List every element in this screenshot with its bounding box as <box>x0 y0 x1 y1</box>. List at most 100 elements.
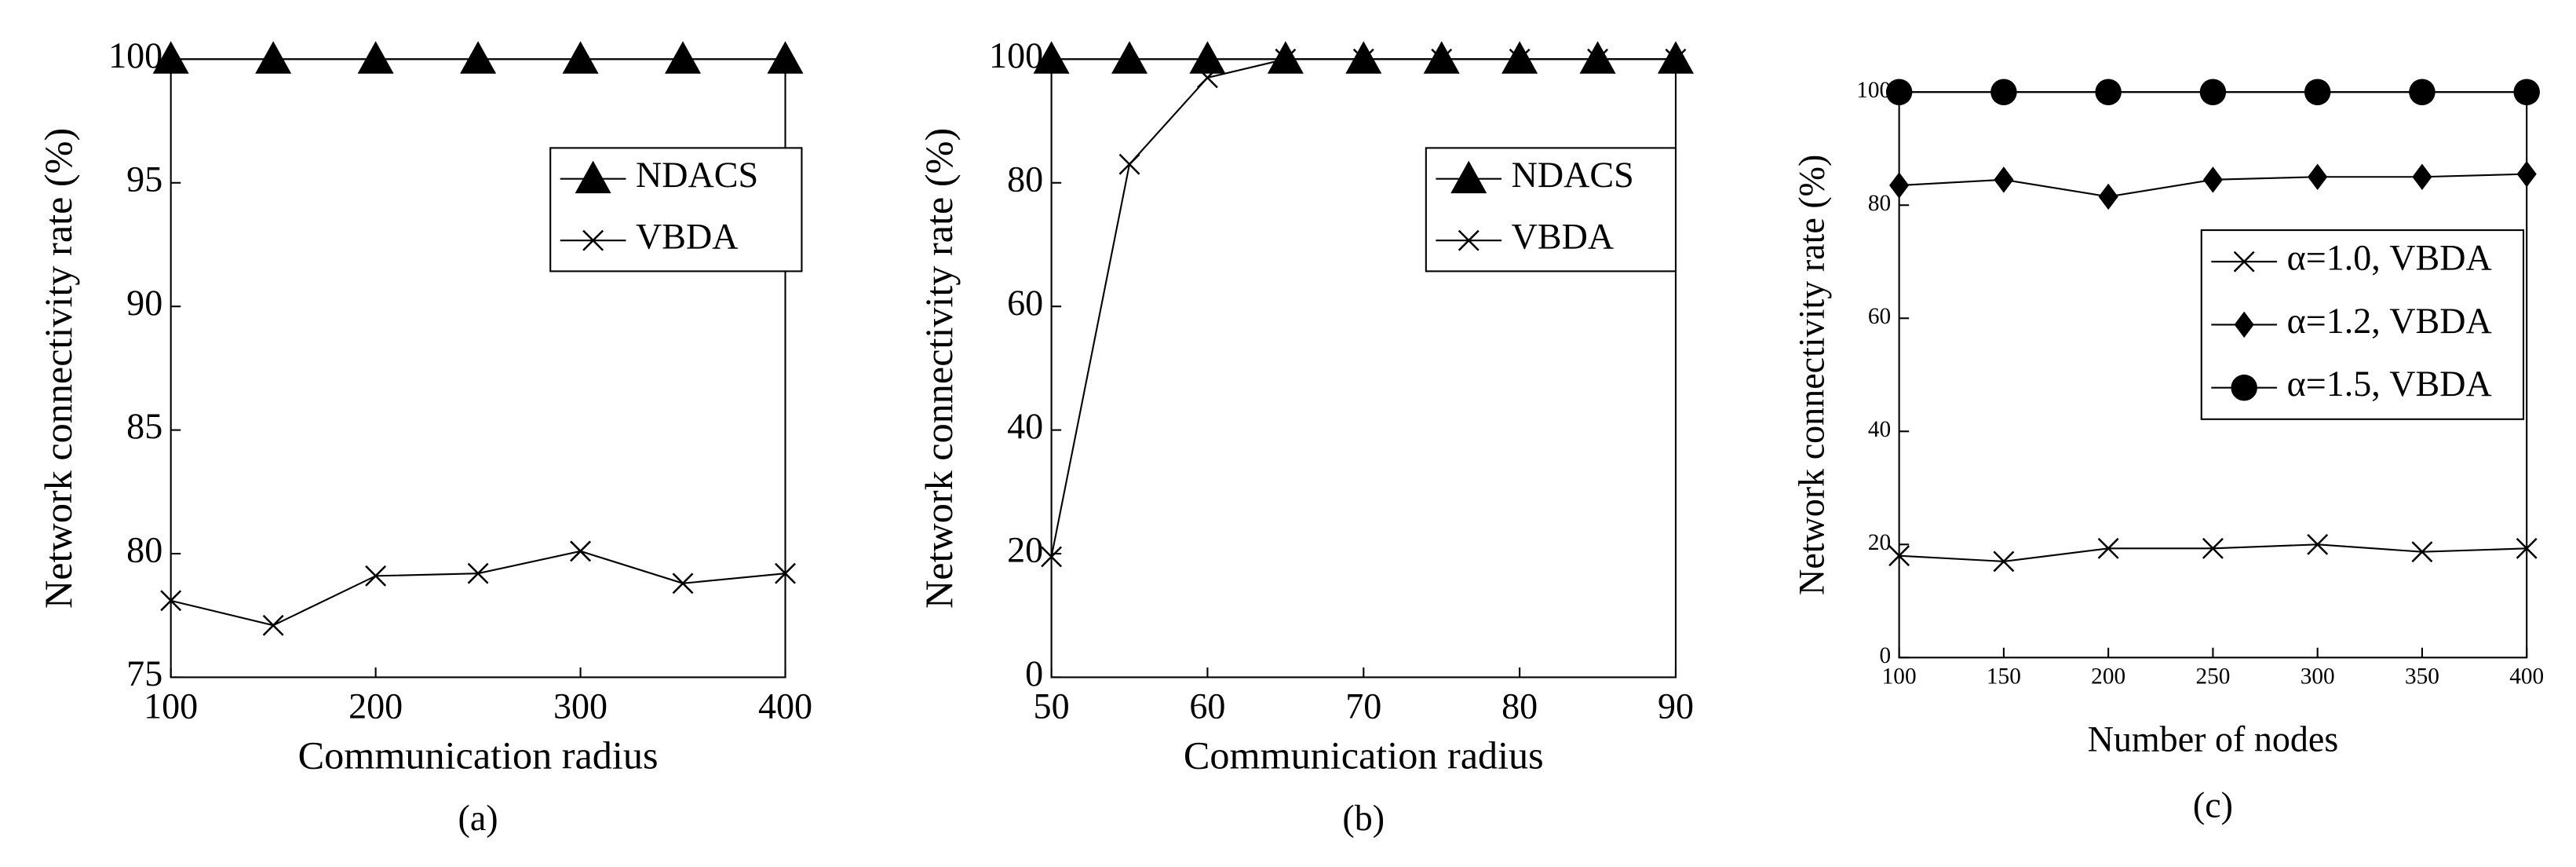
data-point <box>1501 41 1538 74</box>
data-point <box>255 41 292 74</box>
legend-marker <box>1458 229 1480 251</box>
x-tick-label: 200 <box>2091 664 2125 689</box>
y-tick-label: 90 <box>126 283 162 323</box>
data-point <box>562 41 599 74</box>
data-point <box>2202 166 2223 193</box>
legend-label: α=1.5, VBDA <box>2287 364 2492 404</box>
data-point <box>2097 537 2119 559</box>
y-tick-label: 60 <box>1868 304 1891 329</box>
y-tick-label: 40 <box>1868 417 1891 442</box>
x-tick-label: 300 <box>553 686 608 726</box>
data-point <box>365 565 387 587</box>
data-point <box>1275 48 1297 70</box>
data-point <box>665 41 702 74</box>
x-tick-label: 80 <box>1501 686 1538 726</box>
data-point <box>1189 41 1226 74</box>
legend-marker <box>1450 160 1487 194</box>
legend-label: VBDA <box>1512 217 1614 257</box>
data-point <box>1993 551 2015 573</box>
data-point <box>1267 41 1304 74</box>
x-tick-label: 70 <box>1345 686 1381 726</box>
data-point <box>2199 79 2227 105</box>
data-point <box>1888 545 1910 567</box>
y-tick-label: 40 <box>1007 406 1043 446</box>
legend-marker <box>2234 311 2254 338</box>
data-point <box>357 41 394 74</box>
data-point <box>1579 41 1616 74</box>
data-point <box>160 590 182 612</box>
legend-marker <box>2233 251 2255 273</box>
data-point <box>2308 163 2328 190</box>
legend-marker <box>2231 374 2257 401</box>
data-point <box>2516 537 2538 559</box>
y-tick-label: 100 <box>108 35 162 75</box>
data-point <box>467 562 489 584</box>
x-tick-label: 90 <box>1658 686 1694 726</box>
data-point <box>2411 541 2433 563</box>
x-tick-label: 400 <box>2509 664 2544 689</box>
series-line <box>1050 58 1676 558</box>
x-tick-label: 100 <box>1882 664 1917 689</box>
data-point <box>460 41 497 74</box>
legend-label: VBDA <box>636 217 738 257</box>
data-point <box>1431 48 1453 70</box>
data-point <box>1196 67 1218 89</box>
data-point <box>1509 48 1531 70</box>
data-point <box>2304 79 2331 105</box>
x-tick-label: 150 <box>1987 664 2021 689</box>
y-tick-label: 80 <box>126 530 162 570</box>
data-point <box>1994 166 2014 193</box>
y-axis-label: Network connectivity rate (%) <box>917 128 961 609</box>
chart-panel: 100 200 300 400 75 80 85 90 95 100 Communication r… <box>36 35 812 838</box>
y-tick-label: 85 <box>126 406 162 446</box>
x-axis-label: Number of nodes <box>2088 719 2339 759</box>
legend-label: α=1.2, VBDA <box>2287 301 2492 341</box>
data-point <box>1885 79 1913 105</box>
data-point <box>1423 41 1460 74</box>
y-tick-label: 80 <box>1868 191 1891 216</box>
data-point <box>1889 172 1910 199</box>
caption: (b) <box>1342 798 1385 838</box>
data-point <box>767 41 804 74</box>
data-point <box>2412 163 2432 190</box>
x-tick-label: 100 <box>144 686 198 726</box>
data-point <box>2409 79 2436 105</box>
y-axis-label: Network connectivity rate (%) <box>1791 155 1831 595</box>
x-tick-label: 300 <box>2301 664 2335 689</box>
x-tick-label: 350 <box>2405 664 2439 689</box>
x-tick-label: 250 <box>2195 664 2230 689</box>
y-axis-label: Network connectivity rate (%) <box>36 128 80 609</box>
data-point <box>1041 546 1063 568</box>
data-point <box>1352 48 1374 70</box>
data-point <box>2307 533 2329 555</box>
data-point <box>1665 48 1687 70</box>
data-point <box>152 41 189 74</box>
data-point <box>1033 41 1070 74</box>
legend-marker <box>575 160 611 194</box>
series-line <box>1899 543 2527 562</box>
y-tick-label: 75 <box>126 653 162 693</box>
chart-panel: 100 150 200 250 300 350 400 0 20 40 60 80 100 Number … <box>1791 78 2544 825</box>
y-tick-label: 0 <box>1025 653 1043 693</box>
chart-panel: 50 60 70 80 90 0 20 40 60 80 100 Communication radi… <box>917 35 1694 838</box>
x-tick-label: 50 <box>1034 686 1070 726</box>
data-point <box>775 562 796 584</box>
data-point <box>1111 41 1148 74</box>
legend-label: α=1.0, VBDA <box>2287 238 2492 278</box>
data-point <box>672 573 694 594</box>
data-point <box>570 540 592 562</box>
series-line <box>170 550 786 627</box>
data-point <box>1345 41 1382 74</box>
x-axis-label: Communication radius <box>1184 733 1544 777</box>
data-point <box>2095 79 2122 105</box>
data-point <box>1587 48 1608 70</box>
data-point <box>2516 160 2537 188</box>
y-tick-label: 20 <box>1868 530 1891 555</box>
data-point <box>1118 153 1140 175</box>
data-point <box>262 614 284 636</box>
x-tick-label: 60 <box>1189 686 1225 726</box>
x-tick-label: 400 <box>758 686 812 726</box>
y-tick-label: 20 <box>1007 530 1043 570</box>
y-tick-label: 100 <box>1856 78 1891 103</box>
